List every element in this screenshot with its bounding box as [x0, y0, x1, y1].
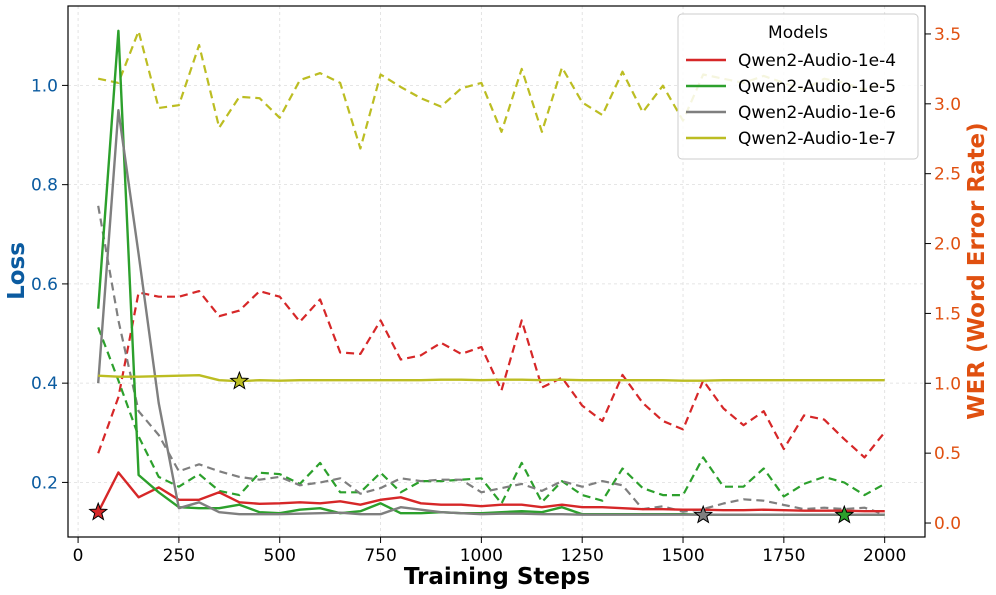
x-tick-label: 1500 [661, 546, 704, 566]
y-left-tick-label: 0.2 [31, 473, 58, 493]
plot-frame [67, 5, 926, 538]
x-tick-label: 1250 [561, 546, 604, 566]
y-right-tick-label: 0.0 [934, 514, 961, 534]
y-right-tick-label: 1.5 [934, 304, 961, 324]
x-tick-label: 500 [264, 546, 296, 566]
y-left-tick-label: 1.0 [31, 76, 58, 96]
y-right-tick-label: 2.5 [934, 165, 961, 185]
y-left-axis-ticks: 0.2 0.4 0.6 0.8 1.0 [31, 76, 68, 493]
x-tick-label: 1750 [762, 546, 805, 566]
loss-line [98, 374, 885, 383]
x-tick-label: 1000 [460, 546, 503, 566]
best-star-marker [229, 370, 250, 390]
legend-box [677, 13, 919, 160]
loss-line [97, 108, 885, 516]
legend-items: Qwen2-Audio-1e-4 Qwen2-Audio-1e-5 Qwen2-Au… [686, 51, 896, 149]
loss-line [97, 471, 885, 513]
x-axis-title: Training Steps [404, 564, 590, 590]
wer-line [97, 205, 886, 516]
x-tick-label: 2000 [863, 546, 906, 566]
y-right-tick-label: 0.5 [934, 444, 961, 464]
y-left-axis-title: Loss [4, 242, 30, 300]
y-right-tick-label: 2.0 [934, 235, 961, 255]
y-left-tick-label: 0.4 [31, 374, 58, 394]
legend-label: Qwen2-Audio-1e-6 [738, 103, 896, 123]
y-right-axis-title: WER (Word Error Rate) [964, 122, 990, 419]
legend-title: Models [768, 23, 828, 43]
best-markers [88, 370, 855, 524]
x-tick-label: 750 [364, 546, 396, 566]
y-left-tick-label: 0.8 [31, 176, 58, 196]
legend-label: Qwen2-Audio-1e-7 [738, 129, 896, 149]
wer-line [97, 290, 886, 459]
legend: Models Qwen2-Audio-1e-4Qwen2-Audio-1e-5Q… [677, 13, 919, 160]
x-tick-label: 250 [163, 546, 195, 566]
y-right-tick-label: 3.5 [934, 25, 961, 45]
x-axis-ticks: 0 250 500 750 1000 1250 1500 1750 2000 [73, 537, 906, 566]
y-right-tick-label: 1.0 [934, 374, 961, 394]
x-tick-label: 0 [73, 546, 84, 566]
legend-label: Qwen2-Audio-1e-5 [738, 77, 896, 97]
legend-label: Qwen2-Audio-1e-4 [738, 51, 896, 71]
wer-line [97, 327, 886, 505]
best-star-marker [693, 504, 714, 524]
best-star-marker [834, 504, 855, 524]
best-star-marker [88, 501, 109, 521]
y-right-tick-label: 3.0 [934, 95, 961, 115]
y-left-tick-label: 0.6 [31, 275, 58, 295]
y-right-axis-ticks: 0.0 0.5 1.0 1.5 2.0 2.5 3.0 3.5 [925, 25, 961, 534]
